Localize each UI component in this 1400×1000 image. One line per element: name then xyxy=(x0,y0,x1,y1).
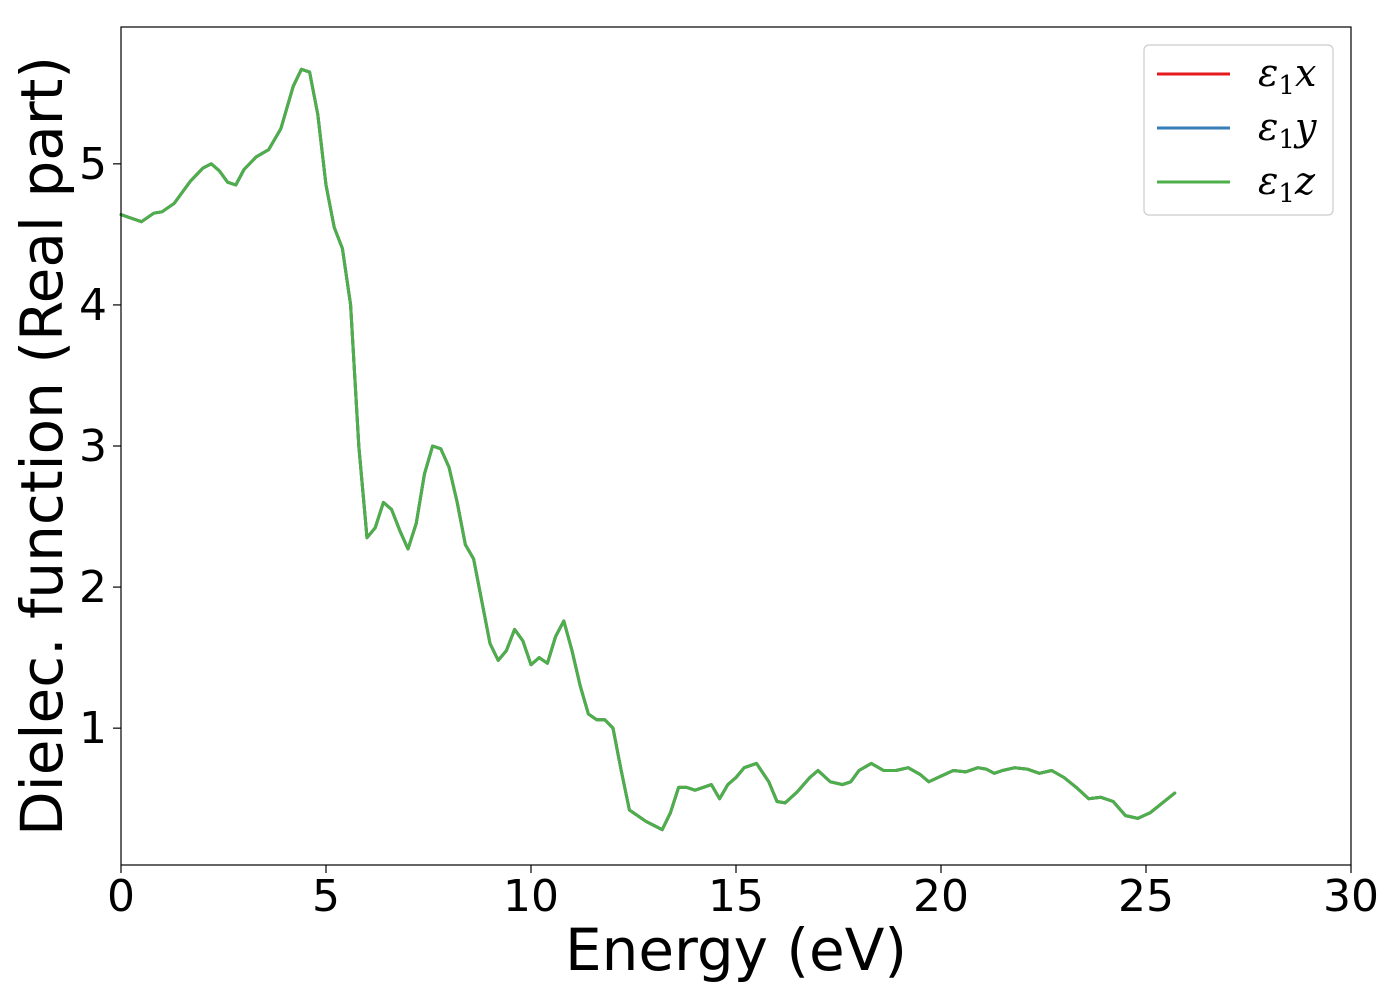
x-tick-label: 30 xyxy=(1323,871,1379,922)
x-tick-label: 25 xyxy=(1118,871,1174,922)
y-tick-label: 3 xyxy=(79,421,107,472)
y-tick-label: 5 xyxy=(79,139,107,190)
y-axis: 1 2 3 4 5 xyxy=(79,139,121,754)
x-axis-title: Energy (eV) xyxy=(565,916,907,984)
x-tick-label: 20 xyxy=(913,871,969,922)
x-tick-label: 10 xyxy=(503,871,559,922)
y-tick-label: 1 xyxy=(79,703,107,754)
legend-label: ε1y xyxy=(1258,105,1317,155)
x-tick-label: 5 xyxy=(312,871,340,922)
x-axis: 0 5 10 15 20 25 30 xyxy=(107,865,1379,922)
x-tick-label: 15 xyxy=(708,871,764,922)
y-tick-label: 2 xyxy=(79,562,107,613)
legend-label: ε1x xyxy=(1258,51,1316,101)
x-tick-label: 0 xyxy=(107,871,135,922)
y-tick-label: 4 xyxy=(79,280,107,331)
series-line-ε1z xyxy=(119,67,1177,832)
plot-lines xyxy=(119,67,1177,832)
y-axis-title: Dielec. function (Real part) xyxy=(8,56,76,836)
legend-label: ε1z xyxy=(1258,159,1316,209)
legend-box xyxy=(1143,44,1334,216)
